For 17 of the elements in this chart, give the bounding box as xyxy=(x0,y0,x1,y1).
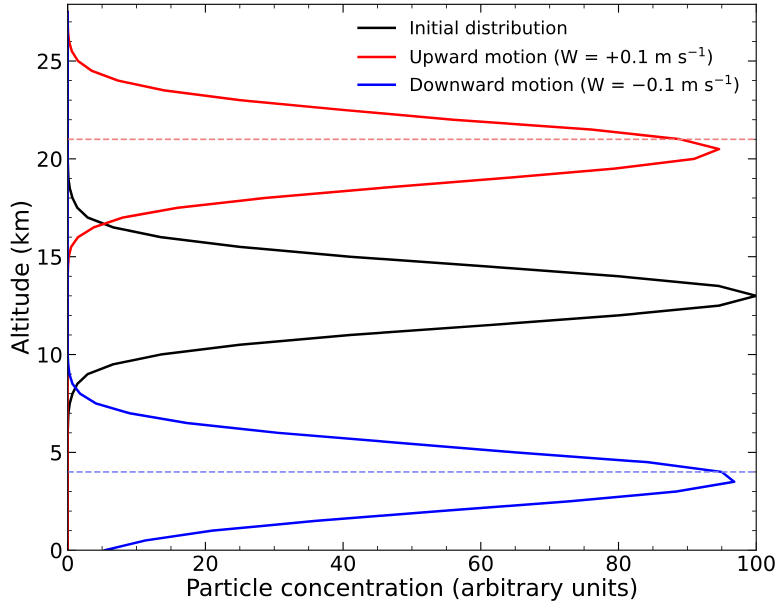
legend-label: Upward motion (W = +0.1 m s$^{−1}$) xyxy=(410,47,712,67)
x-axis-title: Particle concentration (arbitrary units) xyxy=(188,578,636,601)
legend-label: Initial distribution xyxy=(410,20,566,34)
x-tick-label: 0 xyxy=(62,555,73,572)
y-tick-label: 10 xyxy=(38,346,62,363)
x-tick-label: 100 xyxy=(738,555,775,572)
y-tick-label: 15 xyxy=(38,249,62,265)
y-axis-title: Altitude (km) xyxy=(10,202,32,354)
x-tick-label: 80 xyxy=(606,555,630,572)
y-tick-label: 0 xyxy=(50,542,62,558)
y-tick-label: 25 xyxy=(38,53,62,70)
legend-label: Downward motion (W = −0.1 m s$^{−1}$) xyxy=(410,74,738,94)
y-tick-label: 5 xyxy=(51,445,62,461)
x-tick-label: 20 xyxy=(194,555,218,572)
x-tick-label: 40 xyxy=(330,555,355,572)
y-tick-label: 20 xyxy=(38,151,62,168)
x-tick-label: 60 xyxy=(469,555,493,572)
